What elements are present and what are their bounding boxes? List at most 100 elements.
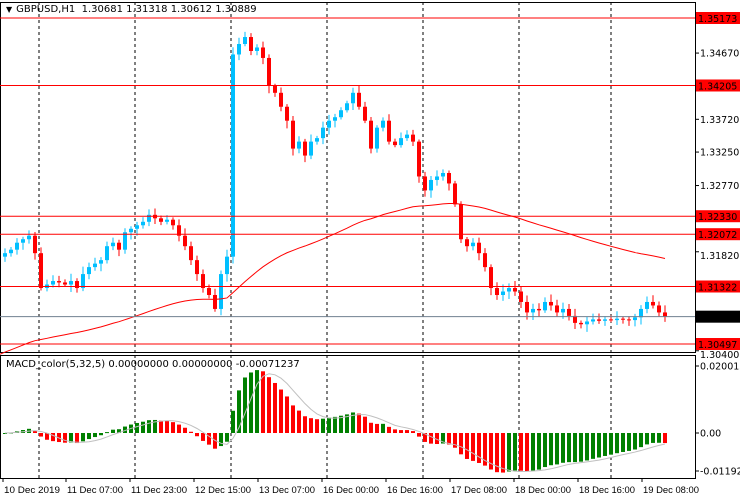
macd-value-2: 0.00000000 <box>172 359 233 370</box>
time-label: 18 Dec 00:00 <box>515 485 571 496</box>
dropdown-triangle-icon[interactable]: ▼ <box>6 5 13 14</box>
candle-body <box>549 301 553 306</box>
macd-histogram-bar <box>225 433 229 442</box>
macd-histogram-bar <box>321 418 325 433</box>
candle-body <box>309 141 313 156</box>
candle-body <box>297 141 301 149</box>
level-label-bg <box>696 79 740 92</box>
macd-pane-frame <box>0 355 696 479</box>
macd-histogram-bar <box>609 433 613 455</box>
macd-histogram-bar <box>279 389 283 433</box>
chart-title: ▼ GBPUSD,H1 1.30681 1.31318 1.30612 1.308… <box>6 4 257 15</box>
candle-body <box>603 319 607 321</box>
macd-histogram-bar <box>513 433 517 471</box>
macd-signal-line <box>4 373 666 473</box>
macd-histogram-bar <box>51 433 55 442</box>
macd-histogram-bar <box>441 433 445 444</box>
candle-body <box>99 260 103 264</box>
macd-histogram-bar <box>369 422 373 433</box>
macd-histogram-bar <box>237 390 241 433</box>
candle-body <box>609 319 613 321</box>
macd-histogram-bar <box>345 414 349 433</box>
macd-histogram-bar <box>633 433 637 450</box>
macd-histogram-bar <box>267 377 271 433</box>
candle-body <box>651 301 655 306</box>
macd-histogram-bar <box>465 433 469 459</box>
macd-histogram-bar <box>567 433 571 463</box>
candle-body <box>81 274 85 289</box>
candle-body <box>273 85 277 93</box>
candle-body <box>453 183 457 205</box>
level-label: 1.31322 <box>698 282 737 293</box>
candle-body <box>627 319 631 321</box>
macd-histogram-bar <box>333 416 337 433</box>
macd-histogram-bar <box>177 424 181 433</box>
macd-histogram-bar <box>75 433 79 444</box>
candle-body <box>171 219 175 226</box>
macd-histogram-bar <box>327 417 331 433</box>
macd-histogram-bar <box>339 415 343 433</box>
candle-body <box>63 282 67 285</box>
ohlc-open: 1.30681 <box>81 4 123 15</box>
candle-body <box>165 219 169 222</box>
candle-body <box>411 134 415 142</box>
macd-value-1: 0.00000000 <box>108 359 169 370</box>
candle-body <box>159 218 163 222</box>
macd-histogram-bar <box>189 431 193 433</box>
macd-histogram-bar <box>243 377 247 433</box>
candle-body <box>561 308 565 313</box>
macd-histogram-bar <box>303 416 307 433</box>
time-label: 16 Dec 16:00 <box>387 485 443 496</box>
candle-body <box>507 288 511 292</box>
candle-body <box>249 37 253 51</box>
candle-body <box>255 47 259 51</box>
macd-histogram-bar <box>351 412 355 433</box>
macd-histogram-bar <box>375 423 379 433</box>
macd-histogram-bar <box>171 422 175 433</box>
candle-body <box>39 253 43 289</box>
candle-body <box>531 308 535 313</box>
macd-histogram-bar <box>111 429 115 433</box>
macd-histogram-bar <box>663 433 667 444</box>
candle-body <box>237 44 241 55</box>
level-label: 1.35173 <box>698 14 737 25</box>
candle-body <box>351 92 355 104</box>
candle-body <box>15 242 19 250</box>
candle-body <box>369 120 373 149</box>
time-label: 16 Dec 00:00 <box>323 485 379 496</box>
macd-histogram-bar <box>411 431 415 433</box>
macd-histogram-bar <box>507 433 511 472</box>
macd-histogram-bar <box>603 433 607 456</box>
macd-histogram-bar <box>489 433 493 470</box>
level-label-bg <box>696 12 740 24</box>
candle-body <box>123 232 127 250</box>
macd-histogram-bar <box>573 433 577 463</box>
ohlc-close: 1.30889 <box>215 4 257 15</box>
candle-body <box>423 176 427 191</box>
macd-histogram-bar <box>231 410 235 433</box>
level-label-bg <box>696 228 740 241</box>
candle-body <box>177 225 181 236</box>
candle-body <box>69 281 73 285</box>
candle-body <box>657 305 661 313</box>
candle-body <box>111 242 115 247</box>
macd-histogram-bar <box>87 433 91 440</box>
candle-body <box>375 127 379 149</box>
macd-histogram-bar <box>537 433 541 470</box>
candle-body <box>315 138 319 142</box>
candle-body <box>225 256 229 275</box>
candle-body <box>201 274 205 289</box>
macd-histogram-bar <box>435 433 439 445</box>
macd-histogram-bar <box>201 433 205 441</box>
macd-histogram-bar <box>291 405 295 433</box>
candle-body <box>555 305 559 313</box>
candle-body <box>327 120 331 128</box>
time-label: 10 Dec 2019 <box>4 485 60 496</box>
candle-body <box>621 318 625 320</box>
macd-tick-label: 0.00 <box>700 429 721 440</box>
time-label: 11 Dec 07:00 <box>67 485 123 496</box>
price-tick-label: 1.33720 <box>700 115 739 126</box>
candle-body <box>285 106 289 121</box>
